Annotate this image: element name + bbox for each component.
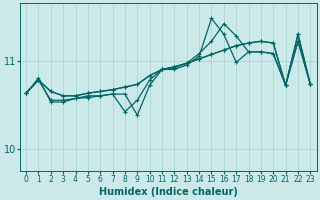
X-axis label: Humidex (Indice chaleur): Humidex (Indice chaleur) (99, 187, 238, 197)
